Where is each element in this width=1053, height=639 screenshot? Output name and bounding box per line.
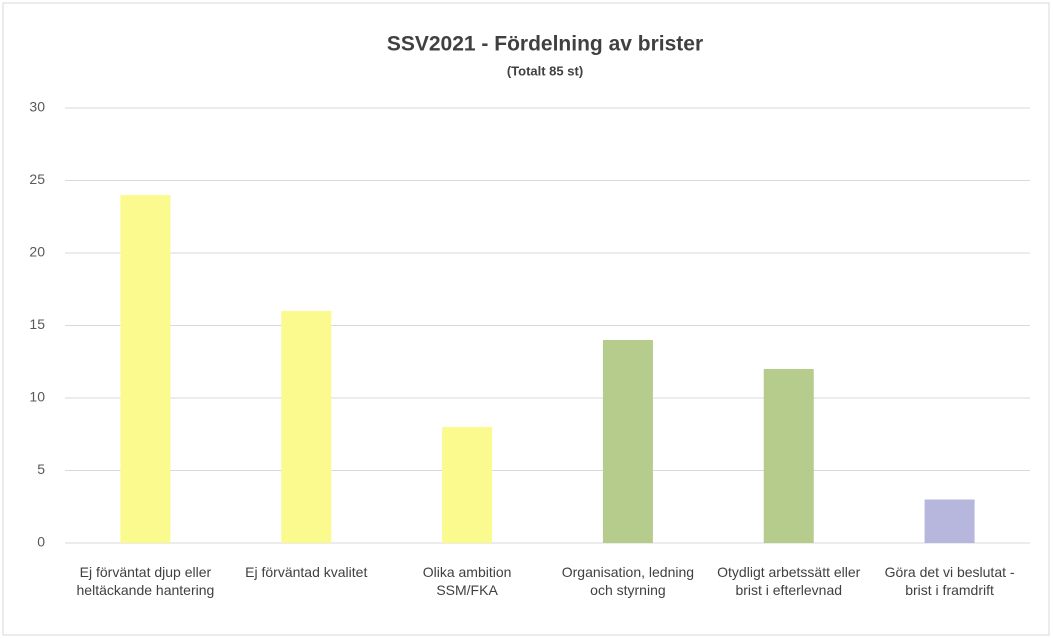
bar <box>763 369 814 543</box>
x-tick-label: Organisation, ledning och styrning <box>561 564 695 598</box>
x-tick-label-box: Organisation, ledning och styrning <box>561 564 695 598</box>
y-tick-label: 10 <box>29 389 45 405</box>
y-tick-label: 25 <box>29 171 45 187</box>
x-tick-label: Ej förväntad kvalitet <box>245 564 368 580</box>
x-tick-label-box: Ej förväntat djup eller heltäckande hant… <box>76 564 215 598</box>
chart-subtitle: (Totalt 85 st) <box>507 63 583 78</box>
x-tick-label: Ej förväntat djup eller heltäckande hant… <box>76 564 215 598</box>
bar <box>442 427 493 543</box>
y-tick-label: 30 <box>29 99 45 115</box>
y-tick-label: 15 <box>29 316 45 332</box>
x-tick-label: Otydligt arbetssätt eller brist i efterl… <box>717 564 861 598</box>
y-tick-label: 20 <box>29 244 45 260</box>
y-tick-label: 5 <box>37 461 45 477</box>
x-tick-label: Olika ambition SSM/FKA <box>422 564 512 598</box>
bar <box>602 340 653 543</box>
x-tick-label-box: Ej förväntad kvalitet <box>245 564 368 580</box>
x-tick-label-box: Olika ambition SSM/FKA <box>422 564 512 598</box>
x-tick-label: Göra det vi beslutat - brist i framdrift <box>884 564 1015 598</box>
bar <box>281 311 332 543</box>
chart-title: SSV2021 - Fördelning av brister <box>387 33 703 56</box>
x-tick-label-box: Otydligt arbetssätt eller brist i efterl… <box>717 564 861 598</box>
y-tick-label: 0 <box>37 534 45 550</box>
x-tick-label-box: Göra det vi beslutat - brist i framdrift <box>884 564 1015 598</box>
bar <box>924 499 975 543</box>
bar <box>120 195 171 543</box>
